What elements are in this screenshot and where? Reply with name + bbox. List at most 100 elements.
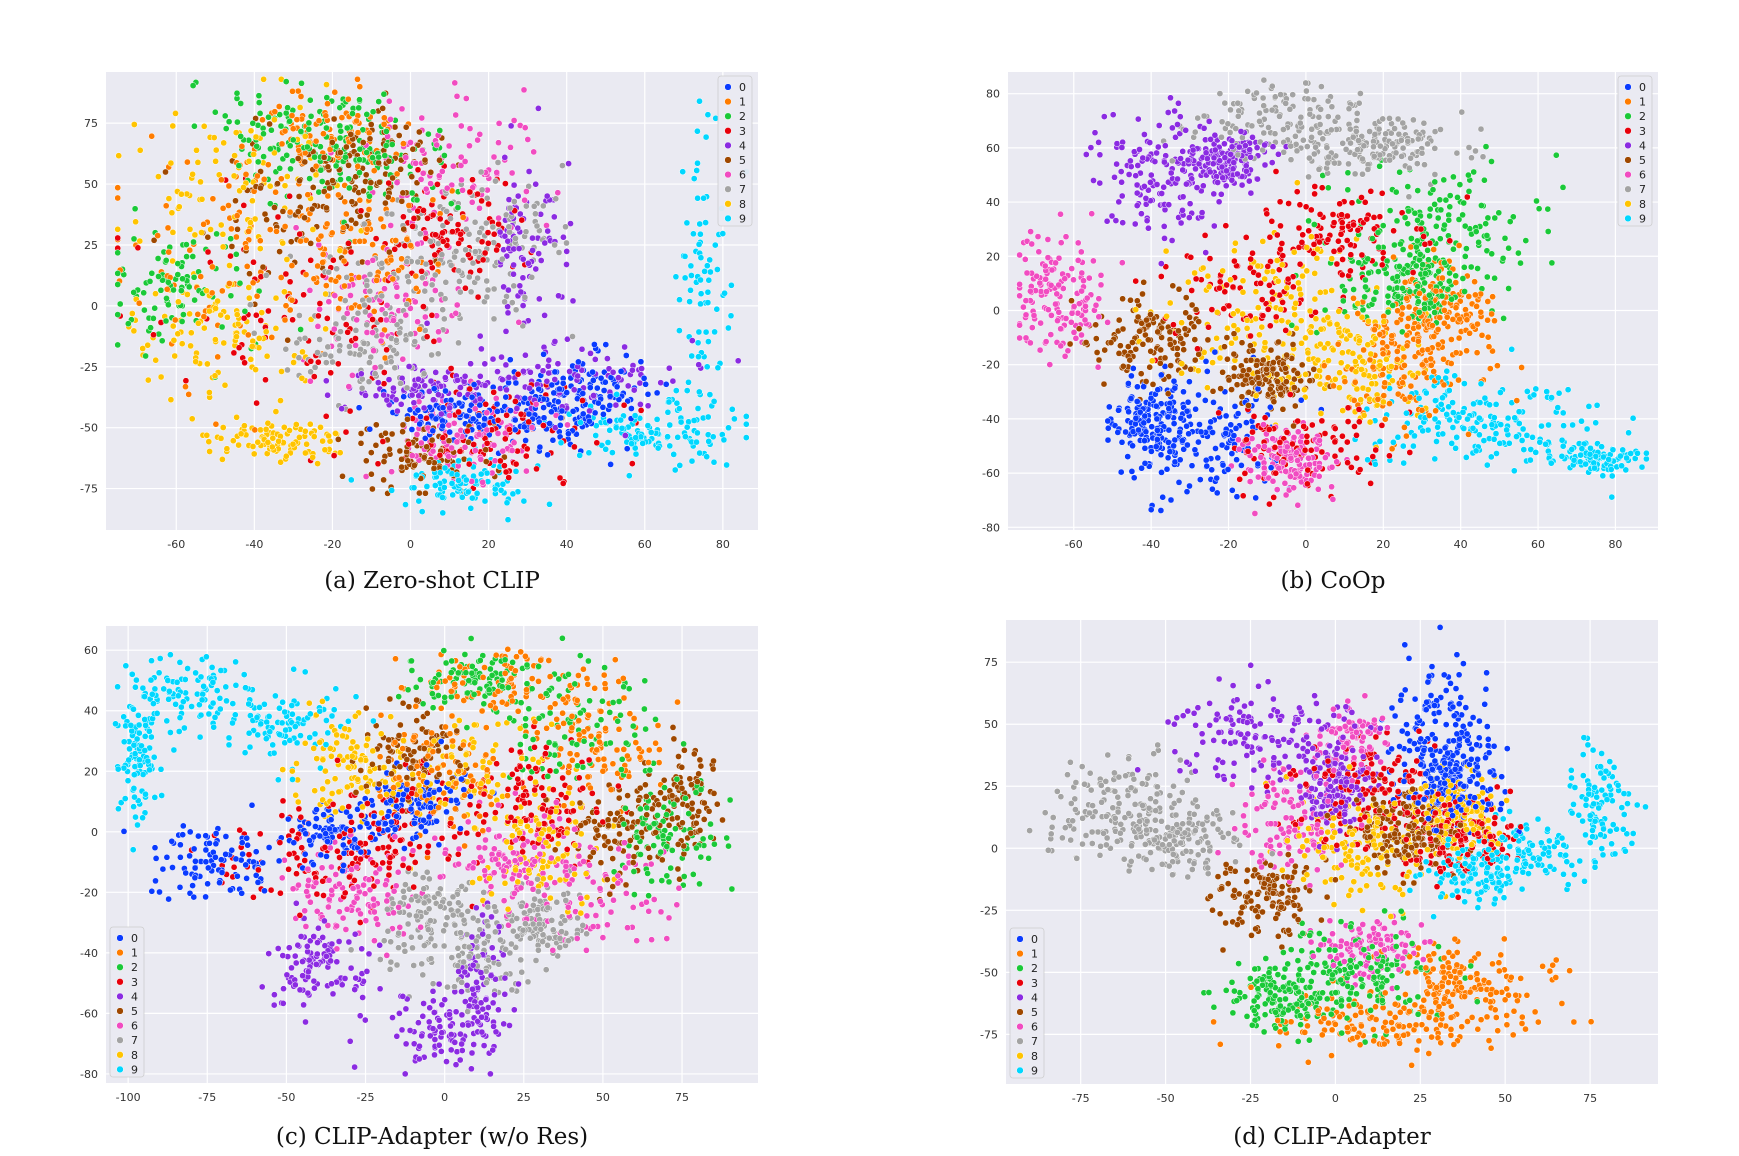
point-class-7 bbox=[340, 314, 348, 322]
point-class-7 bbox=[483, 194, 491, 202]
point-class-7 bbox=[1244, 87, 1252, 95]
point-class-1 bbox=[335, 191, 342, 199]
point-class-7 bbox=[1334, 113, 1342, 121]
point-class-6 bbox=[1059, 285, 1067, 292]
point-class-1 bbox=[278, 140, 286, 148]
point-class-1 bbox=[208, 289, 216, 297]
point-class-8 bbox=[240, 184, 247, 191]
point-class-6 bbox=[1078, 331, 1085, 339]
point-class-7 bbox=[510, 198, 518, 205]
point-class-1 bbox=[288, 296, 296, 304]
point-class-0 bbox=[544, 451, 551, 459]
point-class-4 bbox=[362, 392, 369, 399]
point-class-3 bbox=[501, 462, 508, 470]
point-class-4 bbox=[1143, 217, 1151, 225]
point-class-7 bbox=[316, 336, 323, 343]
point-class-3 bbox=[204, 248, 212, 256]
point-class-4 bbox=[550, 213, 558, 221]
point-class-3 bbox=[307, 256, 315, 264]
point-class-3 bbox=[1318, 417, 1326, 425]
point-class-2 bbox=[1399, 246, 1407, 253]
point-class-3 bbox=[571, 443, 578, 451]
point-class-4 bbox=[629, 366, 636, 374]
point-class-0 bbox=[591, 341, 598, 348]
point-class-3 bbox=[322, 412, 330, 420]
y-tick-label: -60 bbox=[982, 467, 1000, 480]
point-class-3 bbox=[1338, 219, 1346, 226]
point-class-7 bbox=[421, 287, 429, 295]
point-class-5 bbox=[326, 184, 333, 192]
point-class-7 bbox=[552, 195, 560, 203]
point-class-1 bbox=[281, 223, 289, 230]
point-class-7 bbox=[1399, 144, 1407, 152]
point-class-2 bbox=[311, 153, 318, 161]
point-class-2 bbox=[382, 142, 390, 149]
point-class-7 bbox=[528, 273, 536, 281]
point-class-2 bbox=[356, 145, 364, 153]
point-class-6 bbox=[1047, 331, 1055, 338]
point-class-6 bbox=[543, 222, 550, 229]
point-class-0 bbox=[597, 374, 605, 382]
point-class-8 bbox=[237, 430, 245, 438]
point-class-4 bbox=[374, 379, 382, 386]
point-class-3 bbox=[1239, 492, 1247, 500]
point-class-0 bbox=[1266, 403, 1274, 411]
point-class-4 bbox=[657, 379, 665, 387]
point-class-2 bbox=[237, 100, 245, 107]
point-class-8 bbox=[1324, 340, 1332, 347]
point-class-5 bbox=[1093, 349, 1101, 356]
point-class-6 bbox=[1094, 363, 1102, 371]
point-class-8 bbox=[203, 431, 211, 439]
point-class-2 bbox=[408, 189, 416, 197]
point-class-3 bbox=[470, 441, 478, 448]
point-class-8 bbox=[1290, 248, 1298, 256]
point-class-1 bbox=[412, 285, 420, 292]
point-class-8 bbox=[275, 437, 282, 445]
point-class-7 bbox=[494, 159, 502, 166]
point-class-1 bbox=[302, 271, 310, 278]
point-class-5 bbox=[320, 188, 328, 195]
point-class-7 bbox=[559, 162, 566, 169]
point-class-9 bbox=[682, 433, 689, 440]
point-class-0 bbox=[502, 393, 510, 401]
point-class-0 bbox=[586, 384, 594, 391]
y-tick-label: 60 bbox=[986, 142, 1000, 155]
point-class-3 bbox=[443, 242, 451, 249]
point-class-5 bbox=[404, 457, 412, 465]
point-class-0 bbox=[1183, 422, 1190, 430]
point-class-8 bbox=[144, 341, 152, 349]
point-class-3 bbox=[1311, 183, 1319, 190]
point-class-5 bbox=[402, 123, 410, 131]
point-class-9 bbox=[694, 159, 701, 167]
point-class-8 bbox=[217, 311, 225, 319]
point-class-3 bbox=[1398, 209, 1406, 217]
point-class-1 bbox=[398, 255, 405, 263]
point-class-8 bbox=[193, 146, 200, 154]
point-class-5 bbox=[1230, 364, 1238, 372]
point-class-3 bbox=[478, 197, 485, 205]
point-class-2 bbox=[345, 175, 353, 183]
point-class-8 bbox=[192, 358, 200, 366]
point-class-1 bbox=[1366, 356, 1374, 364]
point-class-5 bbox=[385, 248, 393, 256]
point-class-6 bbox=[1035, 248, 1043, 256]
point-class-9 bbox=[625, 472, 633, 480]
point-class-6 bbox=[417, 176, 425, 183]
point-class-8 bbox=[250, 150, 258, 158]
point-class-4 bbox=[1235, 143, 1243, 151]
point-class-1 bbox=[185, 391, 193, 398]
point-class-8 bbox=[257, 426, 264, 434]
point-class-2 bbox=[1461, 288, 1468, 295]
point-class-2 bbox=[337, 127, 345, 135]
point-class-4 bbox=[1161, 235, 1168, 242]
point-class-0 bbox=[556, 385, 563, 393]
point-class-7 bbox=[555, 249, 563, 256]
point-class-8 bbox=[170, 336, 178, 344]
point-class-1 bbox=[1463, 347, 1470, 355]
point-class-4 bbox=[397, 400, 405, 408]
point-class-1 bbox=[266, 226, 274, 233]
point-class-7 bbox=[1297, 113, 1305, 121]
point-class-7 bbox=[392, 336, 400, 344]
point-class-5 bbox=[352, 220, 360, 227]
point-class-1 bbox=[1400, 353, 1408, 361]
